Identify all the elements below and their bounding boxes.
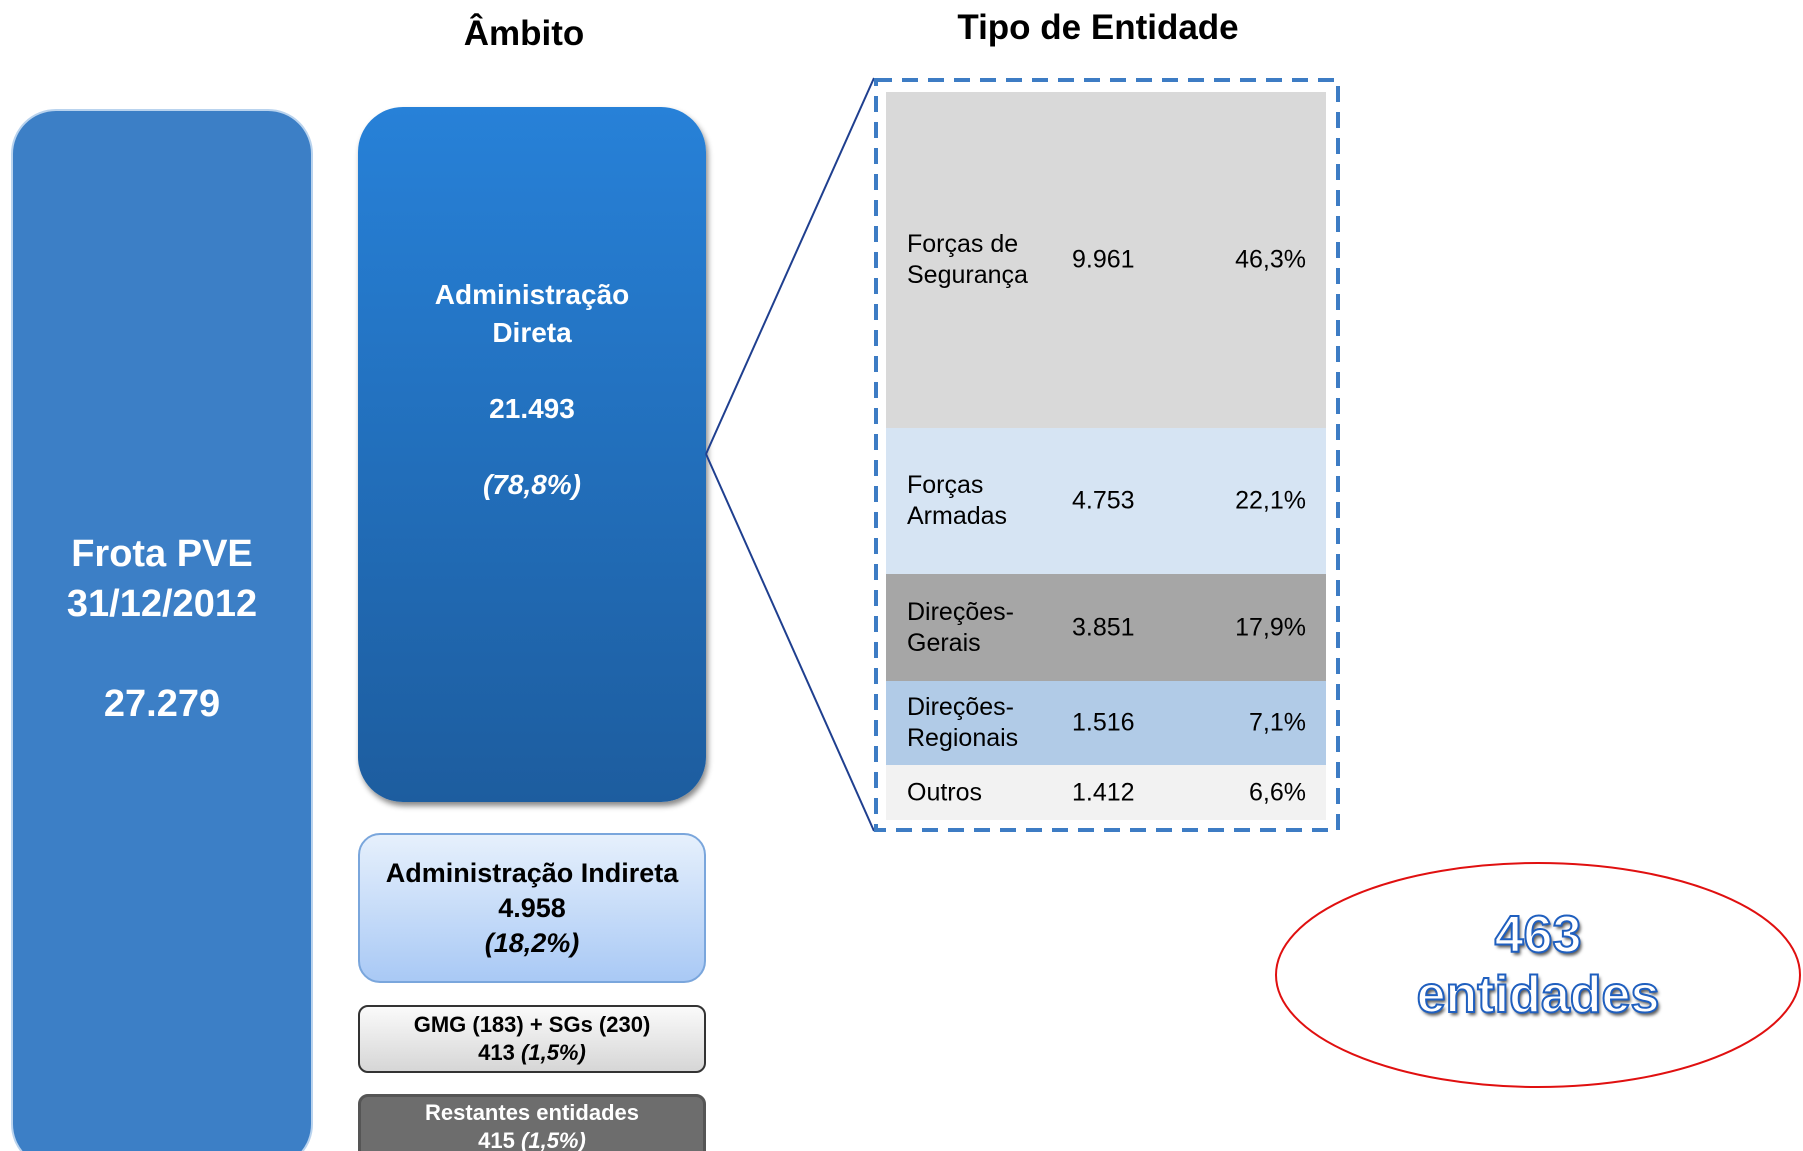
direta-share: (78,8%): [482, 468, 582, 500]
total-value: 27.279: [103, 683, 221, 725]
entity-share: 6,6%: [1249, 778, 1306, 806]
table-row: Forças de Segurança 9.961 46,3%: [886, 92, 1326, 428]
entities-count: 463: [1494, 905, 1583, 965]
table-row: Direções-Regionais 1.516 7,1%: [886, 681, 1326, 765]
entities-badge: 463 entidades: [1288, 905, 1788, 1025]
gmg-label: GMG (183) + SGs (230): [413, 1012, 651, 1037]
direta-value: 21.493: [489, 392, 575, 424]
restantes-value: 415: [478, 1128, 515, 1151]
table-row: Forças Armadas 4.753 22,1%: [886, 428, 1326, 574]
gmg-value: 413: [478, 1040, 515, 1065]
entity-name: Forças de Segurança: [907, 230, 1028, 289]
direta-label: Administração Direta: [434, 278, 630, 348]
indireta-share: (18,2%): [484, 927, 580, 958]
entity-value: 1.516: [1072, 708, 1135, 737]
total-date: 31/12/2012: [66, 583, 258, 625]
table-row: Direções-Gerais 3.851 17,9%: [886, 574, 1326, 681]
header-ambito: Âmbito: [463, 14, 585, 53]
total-title: Frota PVE: [71, 533, 253, 575]
entity-name: Direções-Gerais: [907, 597, 1014, 657]
zoom-line: [705, 77, 875, 455]
dashed-frame: [874, 78, 1340, 832]
entity-value: 1.412: [1072, 778, 1135, 806]
restantes-box: Restantes entidades 415 (1,5%): [358, 1094, 706, 1151]
direta-box: Administração Direta 21.493 (78,8%): [358, 107, 706, 802]
header-tipo: Tipo de Entidade: [957, 8, 1239, 47]
zoom-line: [705, 453, 875, 832]
entity-name: Outros: [907, 778, 983, 806]
restantes-share: (1,5%): [521, 1128, 586, 1151]
entity-share: 17,9%: [1235, 613, 1306, 641]
entities-label: entidades: [1416, 965, 1661, 1025]
table-row: Outros 1.412 6,6%: [886, 765, 1326, 820]
entities-ellipse: [1275, 862, 1801, 1088]
entity-value: 4.753: [1072, 486, 1135, 515]
entity-name: Direções-Regionais: [907, 693, 1019, 752]
entity-share: 46,3%: [1235, 245, 1306, 274]
entity-value: 3.851: [1072, 613, 1135, 641]
entity-share: 22,1%: [1235, 486, 1306, 515]
indireta-value: 4.958: [498, 892, 566, 923]
entity-name: Forças Armadas: [907, 471, 1008, 530]
entity-share: 7,1%: [1249, 708, 1306, 737]
gmg-share: (1,5%): [521, 1040, 586, 1065]
entity-value: 9.961: [1072, 245, 1135, 274]
indireta-label: Administração Indireta: [385, 857, 679, 888]
total-box: Frota PVE 31/12/2012 27.279: [11, 109, 313, 1151]
gmg-box: GMG (183) + SGs (230) 413 (1,5%): [358, 1005, 706, 1073]
indireta-box: Administração Indireta 4.958 (18,2%): [358, 833, 706, 983]
restantes-label: Restantes entidades: [425, 1100, 639, 1125]
